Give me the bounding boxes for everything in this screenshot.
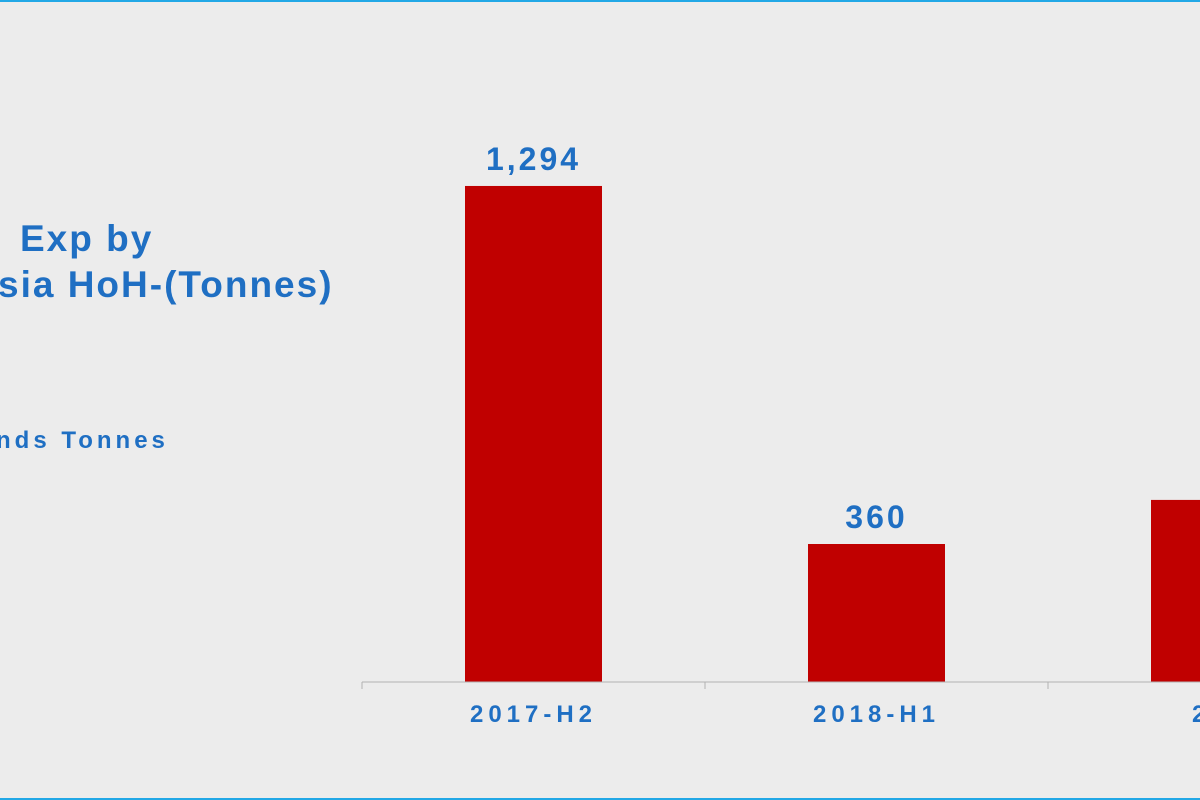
bar-201 [1151, 499, 1200, 682]
x-tick-label-2017-H2: 2017-H2 [470, 701, 597, 728]
chart-title-line-2: sia HoH-(Tonnes) [0, 264, 334, 305]
x-axis [361, 681, 1200, 689]
bar-2017-H2 [465, 185, 602, 682]
bars-layer [465, 185, 1200, 682]
chart-subtitle: nds Tonnes [0, 427, 169, 454]
x-tick-label-201: 201 [1192, 701, 1200, 728]
bar-2018-H1 [808, 544, 945, 682]
value-label-2018-H1: 360 [845, 499, 907, 535]
x-tick-label-2018-H1: 2018-H1 [813, 701, 940, 728]
value-label-2017-H2: 1,294 [486, 141, 581, 177]
chart-title-line-1: Exp by [20, 218, 154, 259]
chart-title: Exp by sia HoH-(Tonnes) [0, 216, 438, 308]
